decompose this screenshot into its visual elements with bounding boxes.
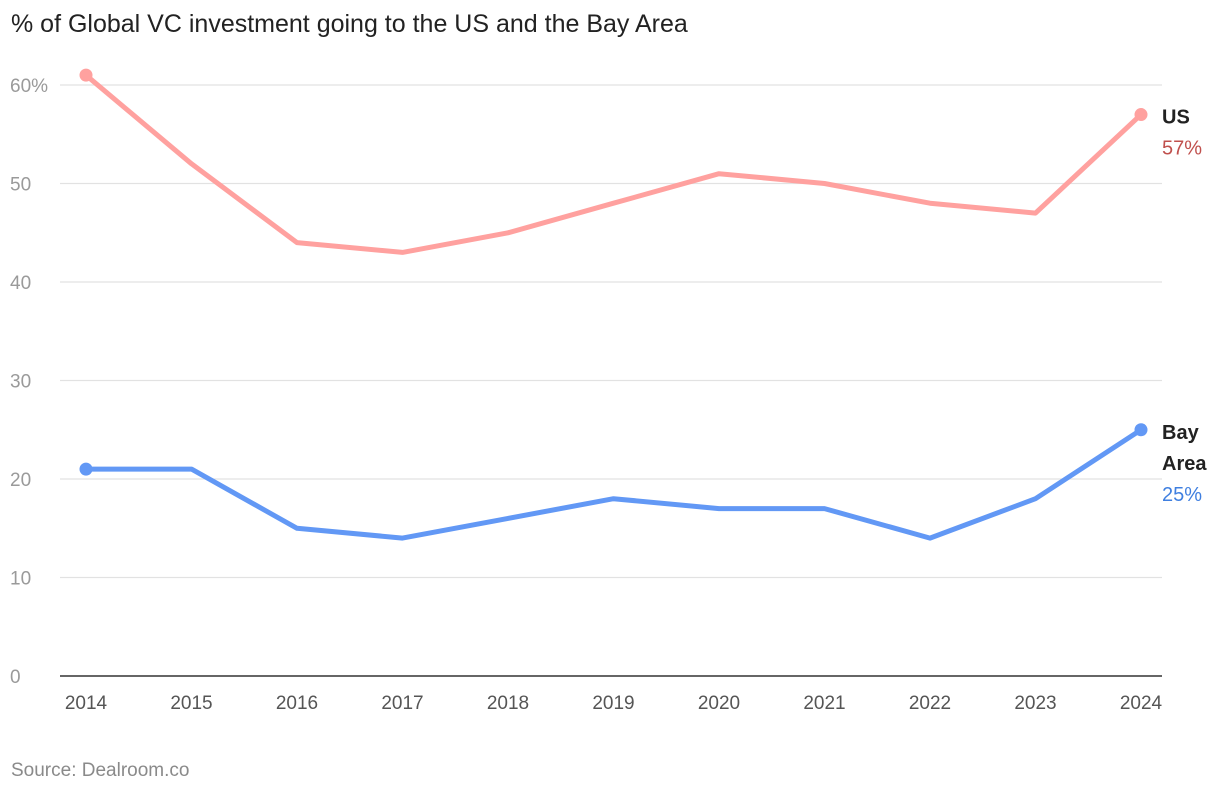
chart-title: % of Global VC investment going to the U… bbox=[11, 10, 688, 38]
x-tick-label: 2018 bbox=[487, 693, 529, 714]
x-tick-label: 2022 bbox=[909, 693, 951, 714]
x-tick-label: 2016 bbox=[276, 693, 318, 714]
source-note: Source: Dealroom.co bbox=[11, 760, 190, 781]
series-line bbox=[83, 427, 1144, 541]
series-start-point bbox=[79, 68, 93, 82]
series-name-label: Bay bbox=[1162, 422, 1200, 444]
x-tick-label: 2014 bbox=[65, 693, 108, 714]
y-tick-label: 10 bbox=[10, 569, 31, 590]
x-tick-label: 2024 bbox=[1120, 693, 1163, 714]
y-tick-label: 50 bbox=[10, 175, 31, 196]
series-start-point bbox=[79, 462, 93, 476]
x-tick-label: 2020 bbox=[698, 693, 740, 714]
y-tick-label: 20 bbox=[10, 470, 31, 491]
x-tick-label: 2019 bbox=[592, 693, 634, 714]
series-name-label: US bbox=[1162, 107, 1190, 129]
series-name-label: Area bbox=[1162, 453, 1207, 475]
series-labels: US 57% Bay Area 25% bbox=[1162, 107, 1207, 506]
x-axis: 2014 2015 2016 2017 2018 2019 2020 2021 2022 2023… bbox=[60, 675, 1163, 714]
series-line bbox=[83, 72, 1144, 255]
series-end-point bbox=[1134, 423, 1148, 437]
series-end-point bbox=[1134, 108, 1148, 122]
y-tick-label: 30 bbox=[10, 372, 31, 393]
y-axis: 0 10 20 30 40 50 60% bbox=[10, 76, 48, 688]
y-tick-label: 60% bbox=[10, 76, 48, 97]
x-tick-label: 2023 bbox=[1014, 693, 1056, 714]
x-tick-label: 2015 bbox=[170, 693, 212, 714]
series-end-value-label: 25% bbox=[1162, 484, 1202, 506]
x-tick-label: 2017 bbox=[381, 693, 423, 714]
series-lines bbox=[79, 68, 1148, 541]
y-tick-label: 0 bbox=[10, 667, 21, 688]
y-tick-label: 40 bbox=[10, 273, 31, 294]
x-tick-label: 2021 bbox=[803, 693, 845, 714]
gridlines bbox=[60, 84, 1162, 579]
series-end-value-label: 57% bbox=[1162, 138, 1202, 160]
